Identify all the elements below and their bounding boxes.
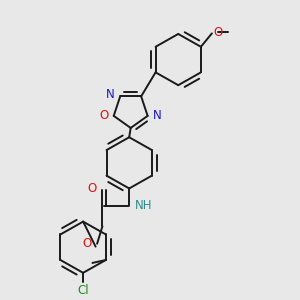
- Text: NH: NH: [134, 200, 152, 212]
- Text: O: O: [214, 26, 223, 39]
- Text: O: O: [82, 237, 92, 250]
- Text: Cl: Cl: [77, 284, 89, 297]
- Text: O: O: [87, 182, 97, 195]
- Text: O: O: [99, 110, 108, 122]
- Text: N: N: [106, 88, 115, 101]
- Text: N: N: [153, 110, 162, 122]
